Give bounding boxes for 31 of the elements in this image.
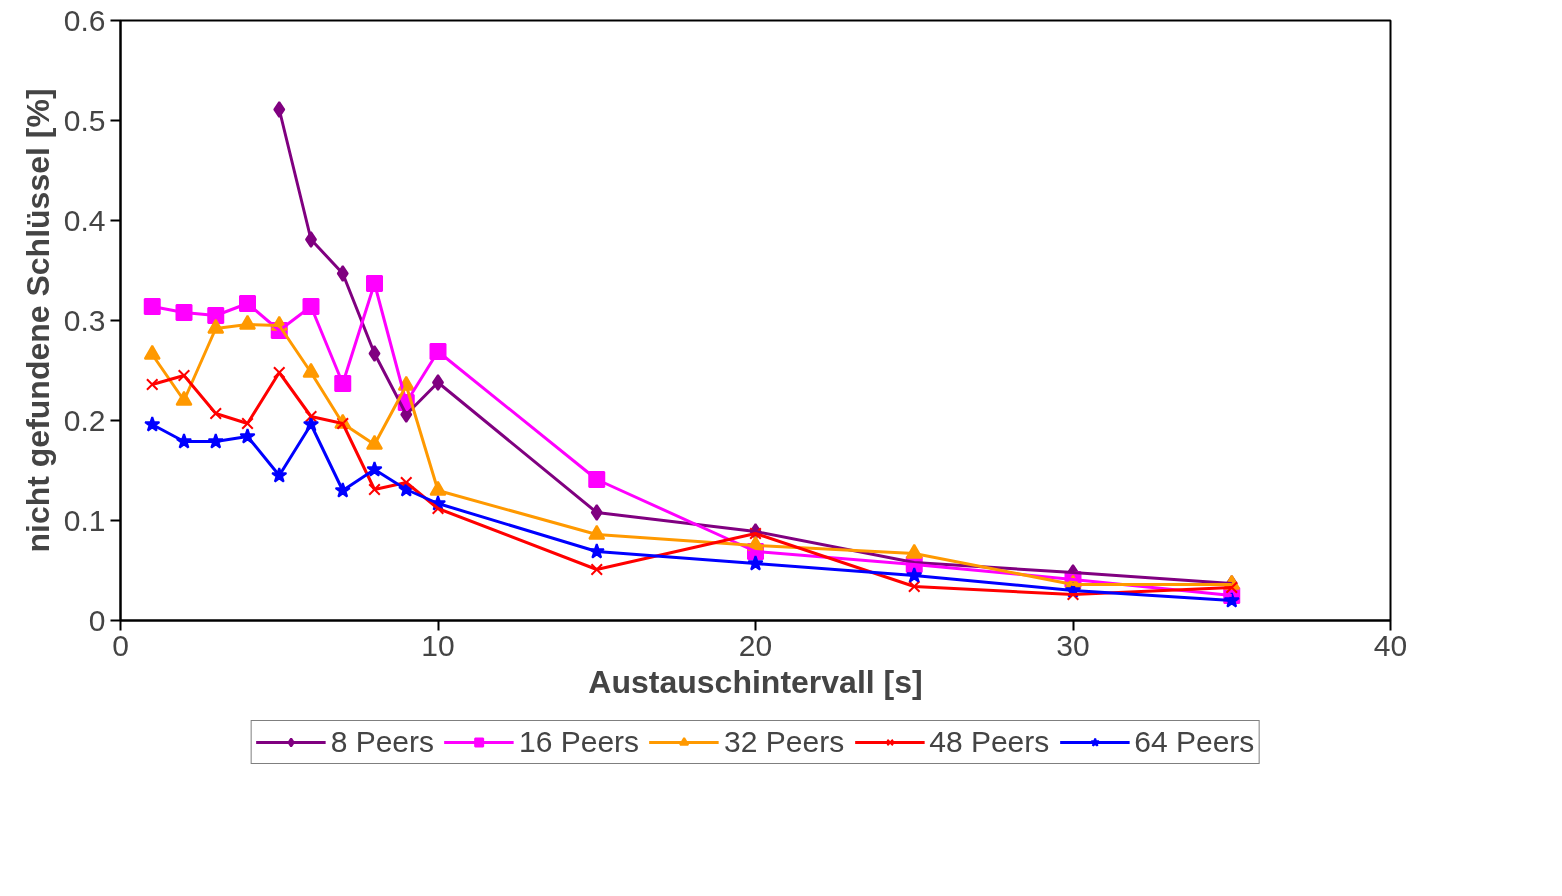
y-tick-label: 0.4: [63, 203, 106, 237]
legend-label: 16 Peers: [519, 725, 640, 759]
point: [272, 366, 286, 379]
y-tick-label: 0.6: [63, 3, 106, 37]
x-tick-label: 10: [421, 628, 455, 662]
legend-label: 32 Peers: [724, 725, 845, 759]
point: [590, 563, 604, 576]
point: [145, 378, 159, 391]
point: [749, 527, 762, 540]
legend-label: 64 Peers: [1134, 725, 1255, 759]
y-tick-label: 0: [88, 603, 106, 637]
point: [907, 580, 921, 593]
point: [368, 483, 381, 496]
y-tick-label: 0.2: [63, 403, 106, 437]
y-tick-label: 0.3: [63, 303, 106, 337]
x-tick-label: 20: [738, 628, 773, 662]
point: [143, 298, 161, 315]
point: [336, 417, 350, 430]
y-axis-title: nicht gefundene Schlüssel [%]: [19, 88, 56, 553]
x-tick-label: 0: [112, 628, 129, 662]
x-tick-label: 30: [1056, 628, 1090, 662]
point: [241, 417, 254, 430]
y-tick-label: 0.1: [63, 503, 106, 537]
x-tick-label: 40: [1373, 628, 1408, 662]
y-tick-label: 0.5: [63, 103, 106, 137]
legend-label: 48 Peers: [929, 725, 1050, 759]
legend-label: 8 Peers: [330, 725, 435, 759]
x-axis-title: Austauschintervall [s]: [588, 663, 923, 700]
point: [304, 410, 318, 423]
point: [177, 369, 191, 382]
point: [209, 407, 223, 420]
